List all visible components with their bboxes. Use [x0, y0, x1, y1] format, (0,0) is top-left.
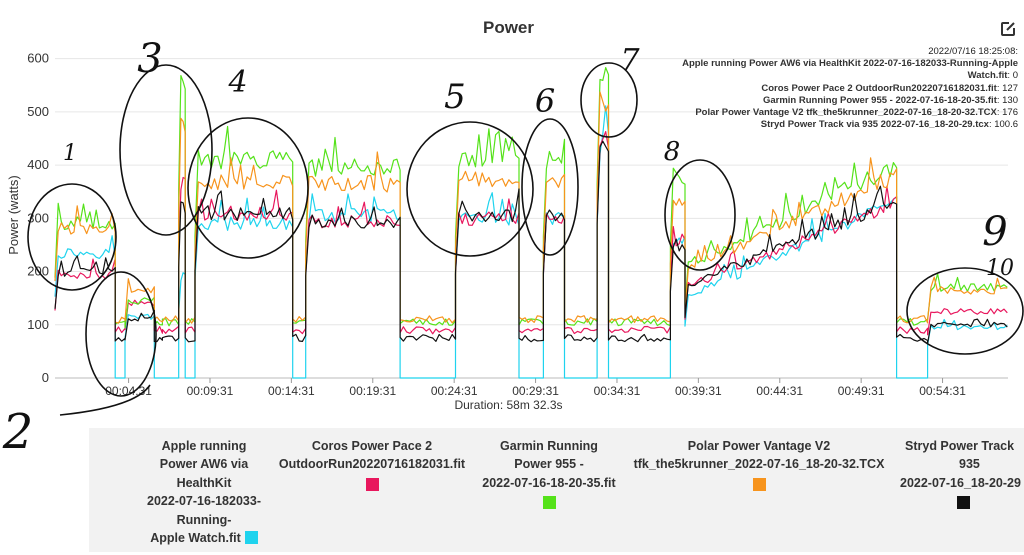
- tooltip-entry: Stryd Power Track via 935 2022-07-16_18-…: [760, 119, 1018, 131]
- annotation-number: 3: [137, 36, 162, 82]
- legend-label: Polar Power Vantage V2: [687, 439, 831, 453]
- series-lines: [54, 66, 1008, 379]
- x-tick-label: 00:19:31: [349, 384, 396, 398]
- legend-swatch: [752, 477, 766, 491]
- y-axis-title: Power (watts): [6, 175, 21, 254]
- annotation-number: 7: [620, 43, 640, 78]
- annotation-number: 4: [227, 65, 247, 100]
- gridlines: [55, 58, 1008, 379]
- legend: Apple running Power AW6 via HealthKit 20…: [89, 428, 1024, 552]
- legend-label: OutdoorRun20220716182031.fit: [278, 457, 466, 472]
- x-axis-title: Duration: 58m 32.3s: [454, 398, 563, 412]
- annotation-circle: [119, 64, 213, 236]
- legend-item-apple[interactable]: Apple running Power AW6 via HealthKit 20…: [129, 437, 279, 547]
- tooltip-entry: Garmin Running Power 955 - 2022-07-16-18…: [762, 94, 1018, 106]
- x-tick-label: 00:14:31: [268, 384, 315, 398]
- annotation-circle: [187, 117, 309, 259]
- legend-item-polar[interactable]: Polar Power Vantage V2 tfk_the5krunner_2…: [624, 437, 894, 491]
- legend-label: 935: [959, 457, 980, 472]
- chart-title: Power: [482, 18, 535, 37]
- annotation-circle: [27, 183, 117, 291]
- legend-label: 2022-07-16-18-20-35.fit: [482, 475, 616, 490]
- tooltip-entry: Apple running Power AW6 via HealthKit 20…: [682, 58, 1018, 82]
- tooltip-entry-value: 100.6: [994, 119, 1018, 131]
- tooltip-entry-label: Coros Power Pace 2 OutdoorRun20220716182…: [761, 82, 997, 94]
- legend-label: Power AW6 via: [159, 457, 249, 472]
- annotation-circle: [664, 159, 736, 271]
- edit-icon[interactable]: [1000, 21, 1016, 37]
- x-axis: 00:04:31 00:09:31 00:14:31 00:19:31 00:24:31…: [105, 378, 966, 398]
- x-tick-label: 00:24:31: [431, 384, 478, 398]
- annotation-circle: [521, 118, 579, 256]
- tooltip-entry-value: 176: [1002, 107, 1018, 119]
- legend-label: Garmin Running: [500, 439, 598, 453]
- annotation-circle: [85, 271, 157, 397]
- legend-label: Apple running: [161, 439, 247, 453]
- series-line: [54, 140, 1008, 344]
- legend-swatch: [957, 496, 970, 510]
- annotation-circle: [406, 121, 534, 257]
- legend-label: Coros Power Pace 2: [311, 439, 433, 453]
- y-tick-label: 400: [27, 157, 49, 172]
- x-tick-label: 00:29:31: [512, 384, 559, 398]
- tooltip-entry-label: Garmin Running Power 955 - 2022-07-16-18…: [762, 94, 997, 106]
- x-tick-label: 00:44:31: [756, 384, 803, 398]
- annotation-circle: [580, 62, 638, 138]
- legend-label: tfk_the5krunner_2022-07-16_18-20-32.TCX: [633, 457, 885, 472]
- legend-label: Running-: [176, 512, 232, 527]
- legend-label: 2022-07-16-182033-: [147, 494, 261, 509]
- y-tick-label: 500: [27, 104, 49, 119]
- annotation-number: 5: [444, 77, 466, 117]
- tooltip-timestamp: 2022/07/16 18:25:08:: [928, 46, 1018, 57]
- legend-label: Stryd Power Track: [905, 439, 1015, 453]
- annotation-number: 1: [63, 141, 77, 166]
- x-tick-label: 00:54:31: [919, 384, 966, 398]
- legend-swatch: [244, 531, 258, 545]
- tooltip-entry: Coros Power Pace 2 OutdoorRun20220716182…: [761, 82, 1018, 94]
- annotation-circle: [906, 267, 1024, 355]
- annotation-number: 2: [2, 404, 34, 460]
- y-tick-label: 0: [42, 370, 49, 385]
- legend-swatch: [365, 477, 379, 491]
- legend-label: Power 955 -: [514, 457, 584, 472]
- tooltip-entry-value: 127: [1002, 82, 1018, 94]
- series-line: [54, 91, 1008, 324]
- y-tick-label: 100: [27, 317, 49, 332]
- tooltip-entry-label: Polar Power Vantage V2 tfk_the5krunner_2…: [695, 107, 997, 119]
- x-tick-label: 00:09:31: [187, 384, 234, 398]
- hover-tooltip: 2022/07/16 18:25:08: Apple running Power…: [658, 46, 1018, 131]
- handwritten-annotations: 1 2 3 4 5 6 7 8 910: [2, 36, 1024, 460]
- legend-label: Apple Watch.fit: [150, 531, 241, 546]
- annotation-number: 6: [535, 82, 555, 120]
- annotation-number: 9: [982, 209, 1007, 255]
- annotation-number: 10: [986, 256, 1014, 281]
- tooltip-entry-label: Apple running Power AW6 via HealthKit 20…: [682, 58, 1018, 82]
- legend-item-stryd[interactable]: Stryd Power Track 935 2022-07-16_18-20-2…: [897, 437, 1024, 510]
- x-tick-label: 00:34:31: [594, 384, 641, 398]
- legend-label: HealthKit: [176, 475, 232, 490]
- legend-item-coros[interactable]: Coros Power Pace 2 OutdoorRun20220716182…: [272, 437, 472, 491]
- tooltip-entry-value: 0: [1012, 70, 1018, 82]
- tooltip-entry: Polar Power Vantage V2 tfk_the5krunner_2…: [695, 107, 1018, 119]
- tooltip-entry-value: 130: [1002, 94, 1018, 106]
- legend-item-garmin[interactable]: Garmin Running Power 955 - 2022-07-16-18…: [469, 437, 629, 510]
- x-tick-label: 00:39:31: [675, 384, 722, 398]
- x-tick-label: 00:49:31: [838, 384, 885, 398]
- legend-swatch: [542, 496, 556, 510]
- tooltip-entry-label: Stryd Power Track via 935 2022-07-16_18-…: [760, 119, 989, 131]
- annotation-number: 8: [664, 137, 681, 167]
- series-line: [54, 105, 1008, 379]
- annotation-stroke: [59, 384, 151, 416]
- y-tick-label: 600: [27, 51, 49, 66]
- legend-label: 2022-07-16_18-20-29: [900, 475, 1021, 490]
